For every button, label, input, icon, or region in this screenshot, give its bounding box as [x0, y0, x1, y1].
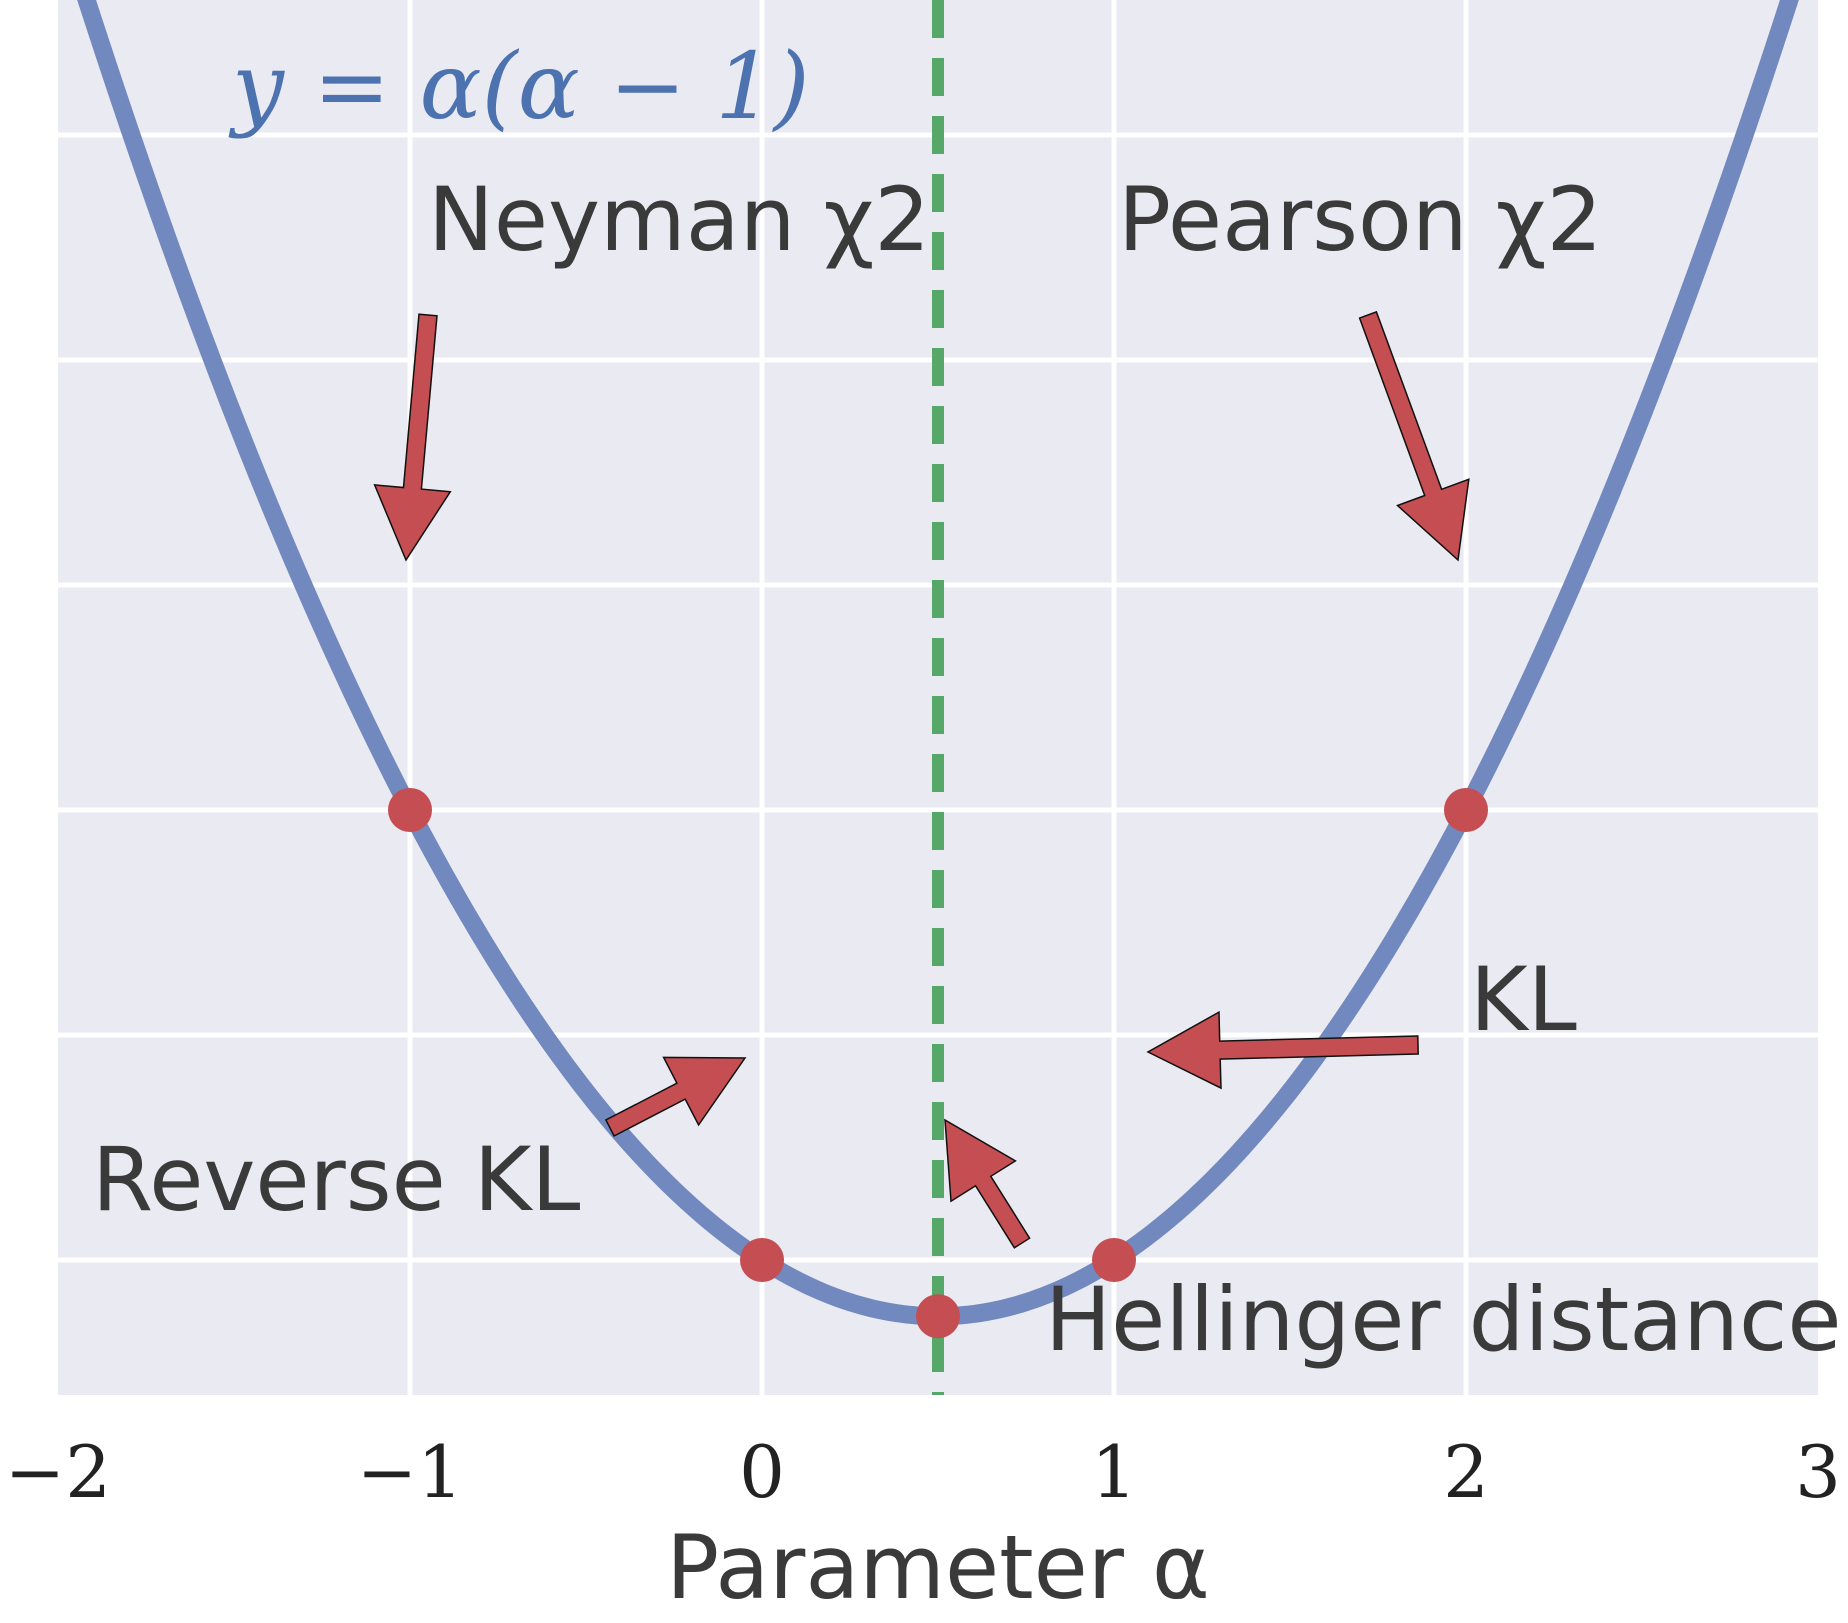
equation-label: y = α(α − 1) [228, 33, 810, 140]
x-tick-labels: −2 −1 0 1 2 3 [5, 1430, 1841, 1514]
label-kl: KL [1470, 948, 1577, 1051]
data-points [388, 788, 1488, 1339]
point-marker-1 [1444, 788, 1488, 832]
arrow-2 [604, 1056, 747, 1138]
x-tick-label: 0 [739, 1430, 785, 1514]
x-tick-label: 1 [1091, 1430, 1137, 1514]
label-neyman: Neyman χ2 [428, 168, 930, 271]
arrow-4 [944, 1118, 1031, 1249]
annotation-arrows [373, 310, 1470, 1249]
arrow-1 [1358, 310, 1470, 562]
point-marker-2 [740, 1238, 784, 1282]
arrow-0 [373, 313, 452, 562]
point-marker-0 [388, 788, 432, 832]
arrow-3 [1146, 1010, 1419, 1090]
x-axis-label: Parameter α [666, 1516, 1210, 1619]
point-marker-3 [1092, 1238, 1136, 1282]
label-hellinger: Hellinger distance [1045, 1268, 1841, 1371]
x-tick-label: 2 [1443, 1430, 1489, 1514]
x-tick-label: −2 [5, 1430, 111, 1514]
point-marker-4 [916, 1294, 960, 1339]
x-tick-label: −1 [357, 1430, 463, 1514]
label-reverse-kl: Reverse KL [92, 1128, 580, 1231]
label-pearson: Pearson χ2 [1118, 168, 1602, 271]
x-tick-label: 3 [1795, 1430, 1841, 1514]
